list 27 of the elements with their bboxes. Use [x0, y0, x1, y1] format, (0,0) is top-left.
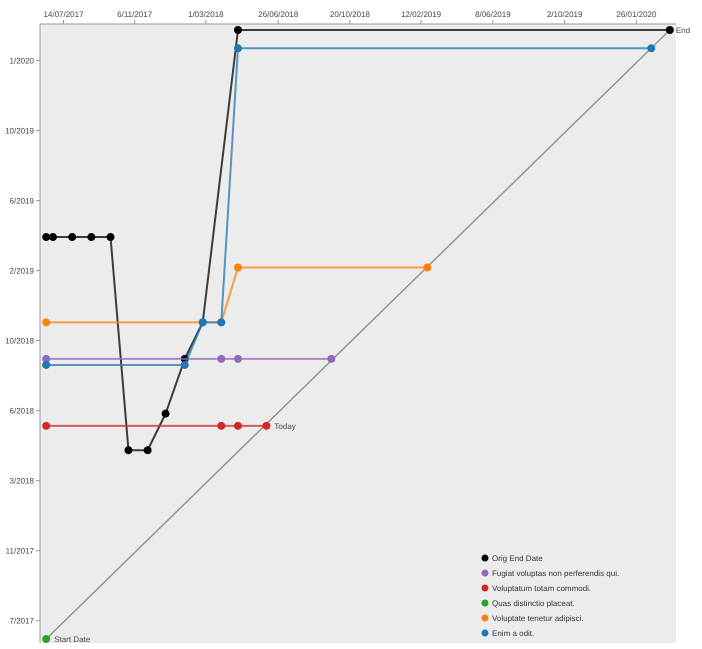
x-tick-label: 26/01/2020 — [616, 10, 657, 19]
text: 7/2017 — [10, 616, 35, 626]
annotation: Start Date — [54, 635, 91, 644]
x-tick-label: 14/07/2017 — [43, 10, 84, 19]
x-tick-label: 12/02/2019 — [401, 10, 442, 19]
text: 6/2018 — [10, 406, 35, 416]
x-tick-label: 20/10/2018 — [330, 10, 371, 19]
legend-label: Voluptatum totam commodi. — [492, 584, 592, 593]
text: 10/2019 — [5, 126, 35, 136]
text: 10/2018 — [5, 336, 35, 346]
x-tick-label: 26/06/2018 — [258, 10, 299, 19]
annotation: End — [676, 26, 690, 35]
x-tick-label: 6/11/2017 — [117, 10, 153, 19]
legend-label: Voluptate tenetur adipisci. — [492, 614, 584, 623]
legend-label: Orig End Date — [492, 554, 544, 563]
text: 6/2019 — [10, 196, 35, 206]
legend-label: Fugiat voluptas non perferendis qui. — [492, 569, 620, 578]
text: 2/2019 — [10, 266, 35, 276]
text: 11/2017 — [6, 546, 35, 556]
legend-label: Enim a odit. — [492, 629, 534, 638]
legend-label: Quas distinctio placeat. — [492, 599, 575, 608]
text: 1/2020 — [10, 56, 35, 66]
x-tick-label: 2/10/2019 — [546, 10, 583, 19]
x-tick-label: 1/03/2018 — [188, 10, 224, 19]
annotation: Today — [274, 422, 296, 431]
x-tick-label: 8/06/2019 — [475, 10, 512, 19]
text: 3/2018 — [10, 476, 35, 486]
